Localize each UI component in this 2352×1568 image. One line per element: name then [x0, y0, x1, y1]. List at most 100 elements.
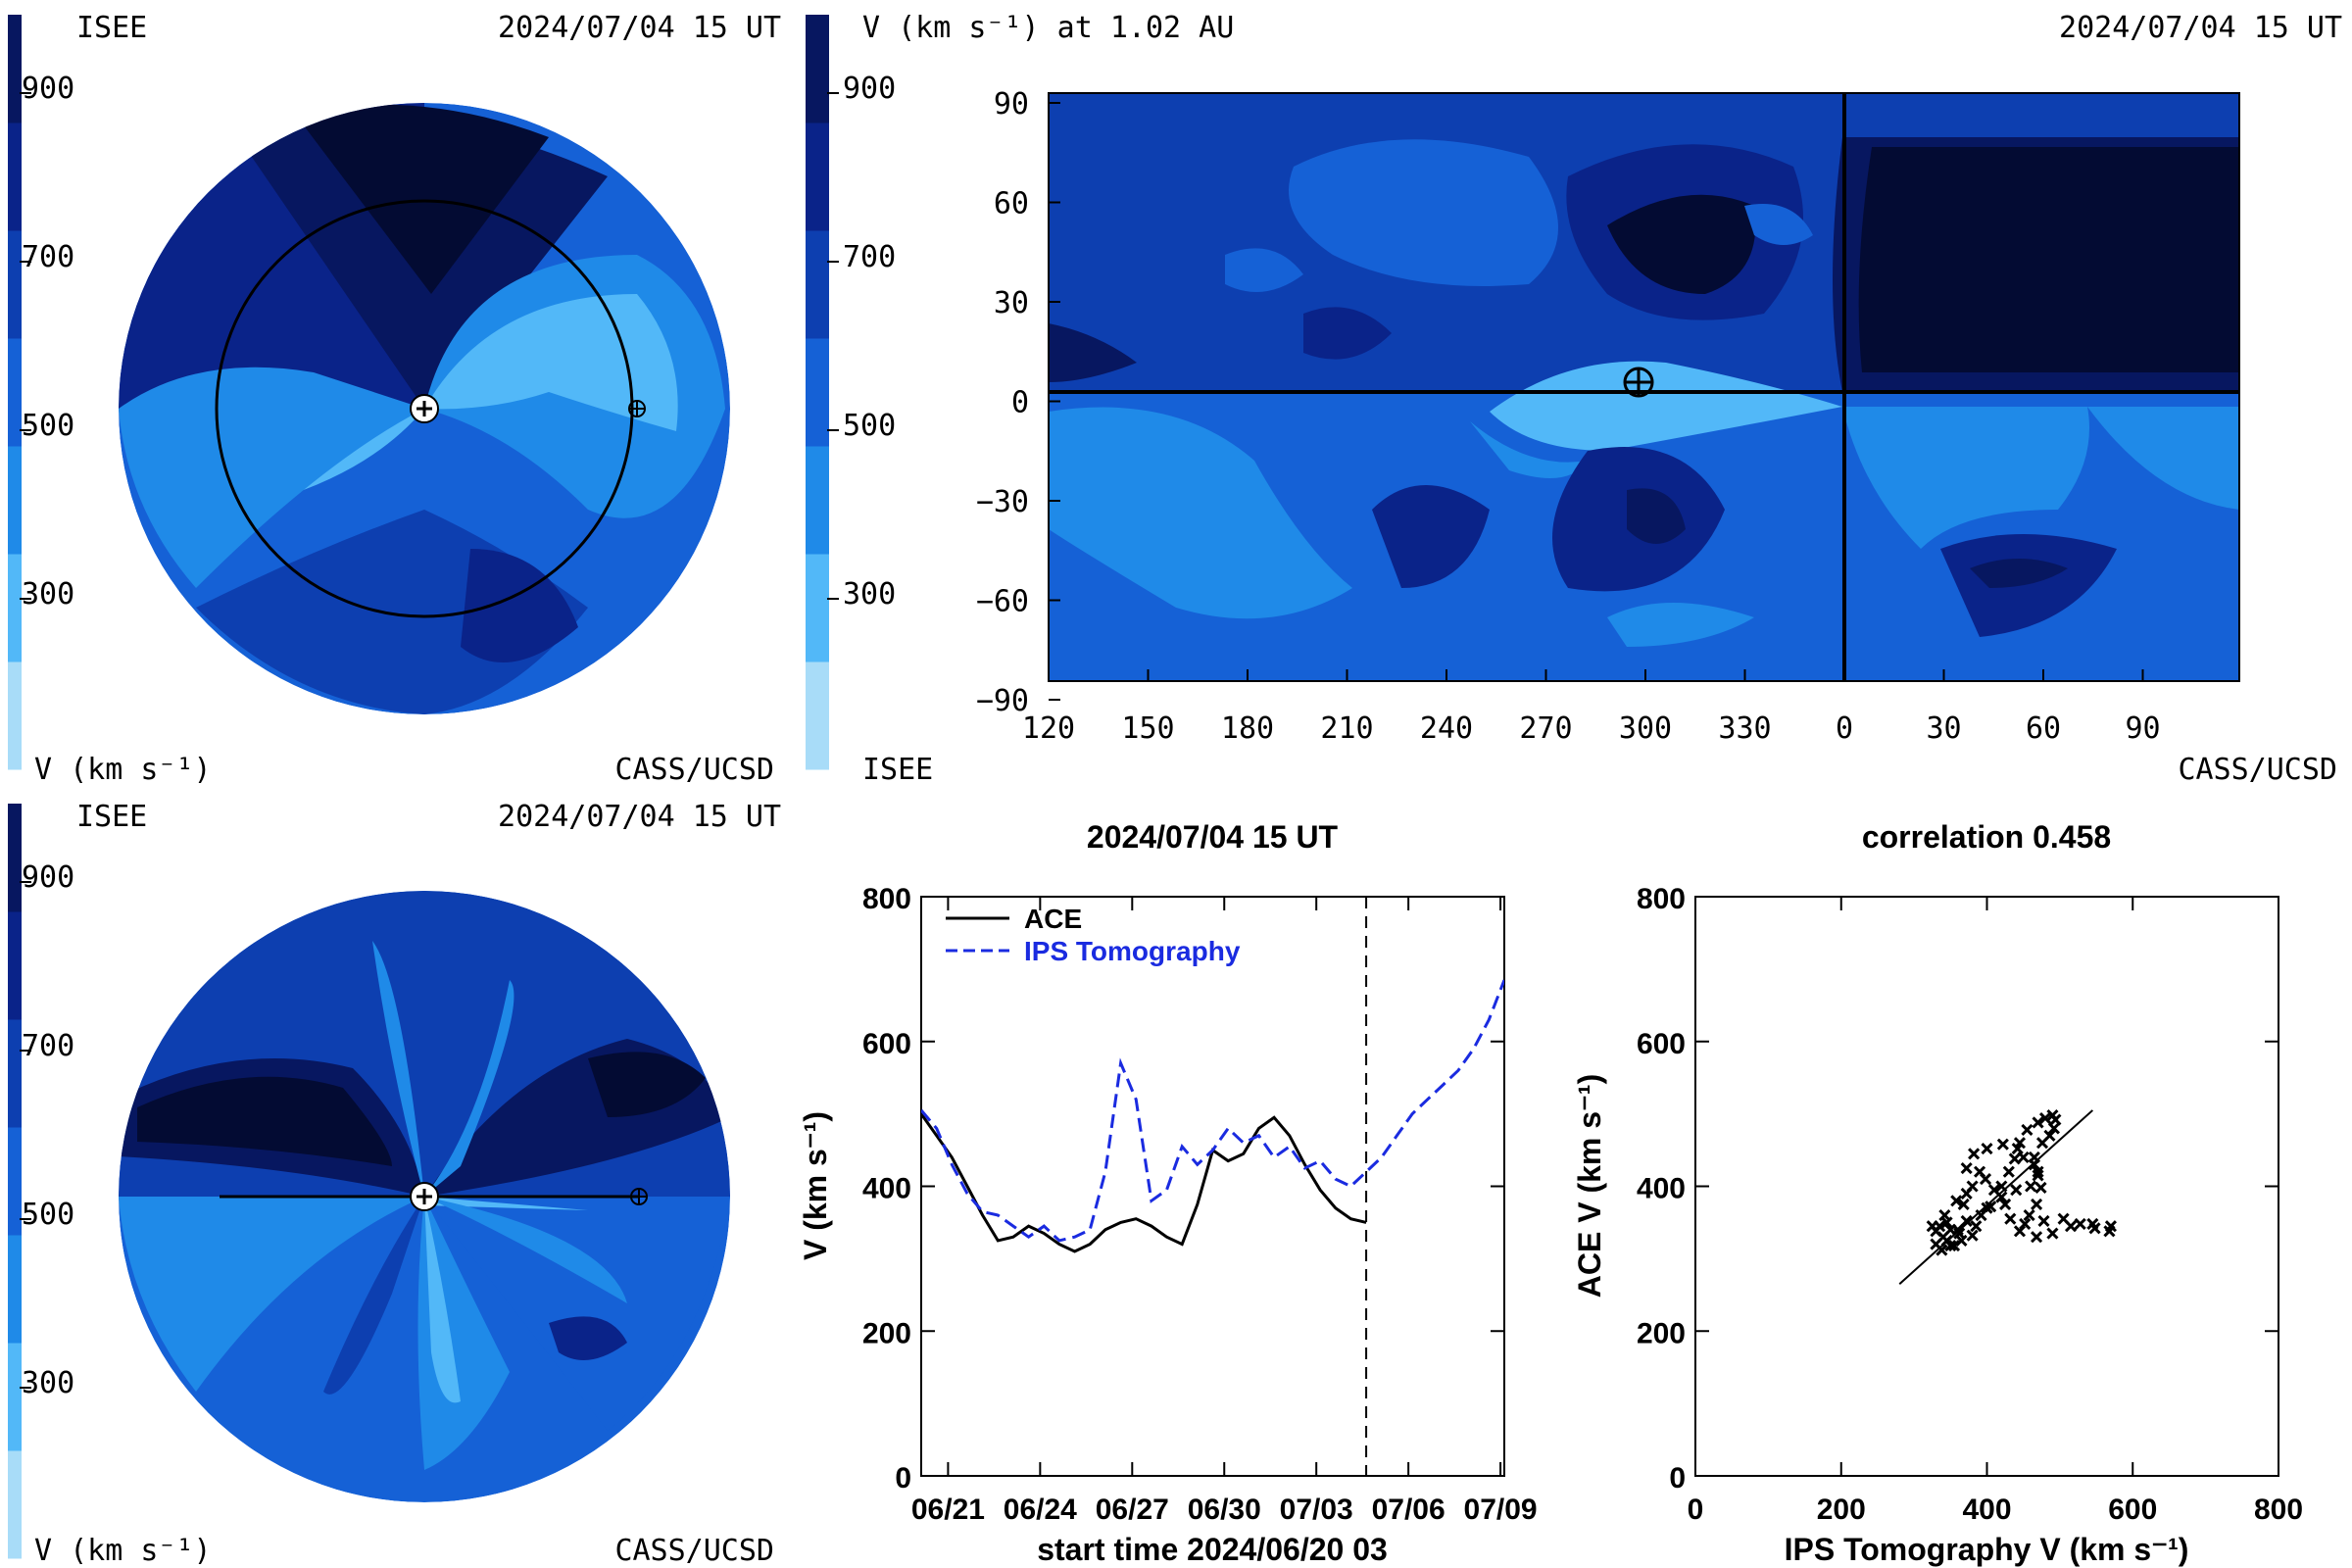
scatter-point: [1938, 1208, 1951, 1222]
legend-ace-label: ACE: [1024, 904, 1082, 934]
scatter-point: [1957, 1198, 1970, 1211]
scatter-y-tick-label: 200: [1637, 1317, 1686, 1349]
org-right-bl: CASS/UCSD: [614, 1534, 774, 1568]
org-left-tl: ISEE: [76, 11, 147, 45]
sun-marker-tl: [410, 394, 439, 423]
map-lat-tick-label: 60: [994, 187, 1029, 221]
earth-marker-tl: [628, 400, 646, 417]
colorbar-band: [8, 1127, 22, 1236]
scatter-xlabel: IPS Tomography V (km s⁻¹): [1785, 1532, 2189, 1567]
scatter-point: [1981, 1143, 1993, 1155]
line-chart-x-ticks: 06/21 06/24 06/27 06/30 07/03 07/06 07/09: [911, 897, 1538, 1526]
map-lon-tick-label: 150: [1121, 711, 1174, 746]
scatter-point: [1926, 1220, 1938, 1233]
map-lon-tick-label: 30: [1926, 711, 1961, 746]
series-ace-line: [921, 1112, 1367, 1253]
cbar-tick-300-tr: 300: [843, 577, 896, 612]
scatter-y-tick-label: 0: [1669, 1462, 1686, 1494]
cbar-tick-700-tl: 700: [22, 240, 74, 274]
regression-line: [1898, 1109, 2094, 1285]
scatter-point: [2049, 1113, 2062, 1126]
scatter-point: [2004, 1212, 2017, 1225]
line-chart-legend: ACE IPS Tomography: [946, 904, 1241, 966]
colorbar-tr-bands: [806, 15, 839, 770]
map-lat-tick-label: 30: [994, 286, 1029, 320]
scatter-point: [1960, 1161, 1973, 1175]
line-y-tick-label: 0: [895, 1462, 911, 1494]
map-lon-tick-label: 90: [2125, 711, 2160, 746]
map-longitude-ticks: 120 150 180 210 240 270 300 330 0 30 60 90: [1022, 669, 2161, 746]
unit-label-tl: V (km s⁻¹): [34, 753, 212, 787]
datetime-tl: 2024/07/04 15 UT: [498, 11, 781, 45]
scatter-point: [1936, 1244, 1948, 1256]
colorbar-bl-bands: [8, 804, 31, 1559]
scatter-point: [2038, 1111, 2052, 1125]
cbar-tick-900-tr: 900: [843, 72, 896, 106]
scatter-ylabel: ACE V (km s⁻¹): [1572, 1074, 1607, 1298]
line-chart-frame: [920, 896, 1505, 1477]
scatter-point: [1996, 1138, 2009, 1151]
cbar-tick-500-bl: 500: [22, 1198, 74, 1232]
scatter-point: [2010, 1184, 2023, 1197]
scatter-point: [2008, 1152, 2021, 1165]
org-left-bl: ISEE: [76, 800, 147, 834]
colorbar-band: [806, 15, 829, 123]
velocity-disk-meridional: [119, 891, 730, 1502]
org-right-tl: CASS/UCSD: [614, 753, 774, 787]
line-x-tick-label: 06/21: [911, 1494, 985, 1526]
scatter-point: [2037, 1214, 2050, 1228]
colorbar-band: [806, 338, 829, 447]
colorbar-band: [8, 338, 22, 447]
line-x-tick-label: 06/30: [1188, 1494, 1261, 1526]
datetime-bl: 2024/07/04 15 UT: [498, 800, 781, 834]
scatter-point: [1966, 1229, 1979, 1242]
scatter-point: [1981, 1201, 1993, 1214]
colorbar-band: [806, 554, 829, 662]
scatter-point: [1951, 1223, 1964, 1236]
map-lon-tick-label: 300: [1619, 711, 1672, 746]
scatter-point: [1947, 1240, 1961, 1252]
line-chart-ylabel: V (km s⁻¹): [798, 1111, 833, 1260]
scatter-point: [2013, 1137, 2027, 1150]
map-lat-tick-label: 90: [994, 87, 1029, 122]
colorbar-tl-bands: [8, 15, 31, 770]
unit-label-bl: V (km s⁻¹): [34, 1534, 212, 1568]
map-lat-tick-label: −60: [976, 585, 1029, 619]
panel-ecliptic-view: ISEE 2024/07/04 15 UT 900 700 500 300 V …: [8, 11, 781, 787]
correlation-scatter: correlation 0.458 0 200 400 600 800 0 200 400 6…: [1572, 819, 2303, 1567]
map-lon-tick-label: 180: [1221, 711, 1274, 746]
colorbar-band: [8, 1450, 22, 1559]
line-x-tick-label: 06/27: [1096, 1494, 1169, 1526]
scatter-point: [2104, 1220, 2118, 1233]
line-y-tick-label: 200: [862, 1317, 911, 1349]
colorbar-band: [8, 804, 22, 912]
scatter-y-tick-label: 600: [1637, 1028, 1686, 1060]
map-lon-tick-label: 120: [1022, 711, 1075, 746]
scatter-x-tick-label: 400: [1962, 1494, 2011, 1526]
scatter-x-ticks: 0 200 400 600 800: [1688, 897, 2303, 1526]
map-lon-tick-label: 330: [1718, 711, 1771, 746]
scatter-point: [1960, 1214, 1973, 1228]
scatter-point: [1995, 1180, 2008, 1193]
colorbar-band: [8, 662, 22, 770]
scatter-point: [2032, 1169, 2044, 1182]
scatter-point: [2019, 1217, 2032, 1230]
colorbar-band: [806, 122, 829, 231]
scatter-frame: [1694, 896, 2279, 1477]
line-x-tick-label: 07/06: [1372, 1494, 1446, 1526]
map-latitude-ticks: 90 60 30 0 −30 −60 −90: [976, 87, 1060, 718]
scatter-point: [2046, 1227, 2059, 1240]
line-y-tick-label: 800: [862, 883, 911, 915]
map-lon-tick-label: 270: [1519, 711, 1572, 746]
scatter-point: [1987, 1184, 2001, 1197]
scatter-y-ticks: 0 200 400 600 800: [1637, 883, 2278, 1494]
colorbar-band: [806, 230, 829, 339]
colorbar-band: [8, 230, 22, 339]
line-chart-y-ticks: 0 200 400 600 800: [862, 883, 1504, 1494]
scatter-title: correlation 0.458: [1862, 819, 2111, 855]
scatter-y-tick-label: 400: [1637, 1173, 1686, 1205]
org-right-tr: CASS/UCSD: [2178, 753, 2337, 787]
scatter-point: [2023, 1208, 2035, 1222]
map-lat-tick-label: −30: [976, 485, 1029, 519]
